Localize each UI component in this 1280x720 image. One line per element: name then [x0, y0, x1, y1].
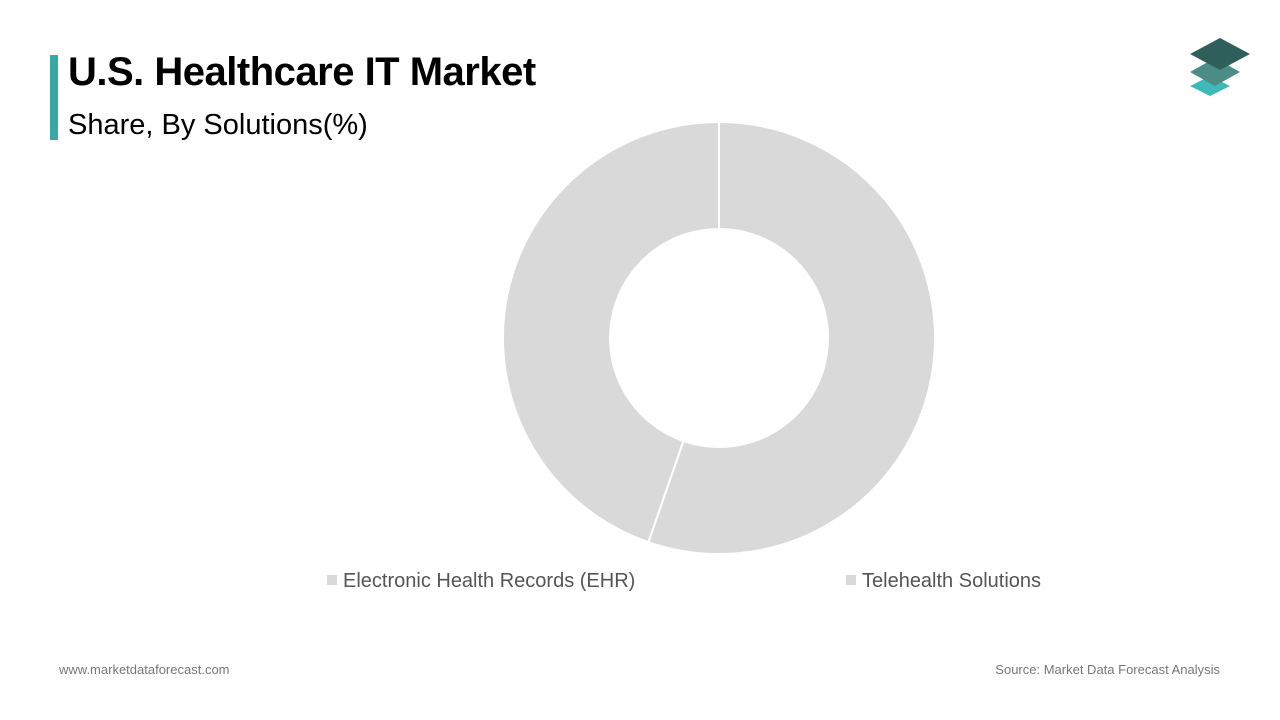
chart-legend: Electronic Health Records (EHR) Teleheal…	[327, 570, 1041, 592]
layered-diamond-logo-icon	[1190, 38, 1250, 96]
page-title: U.S. Healthcare IT Market	[68, 50, 536, 94]
donut-slices	[501, 120, 936, 555]
legend-marker-telehealth	[846, 575, 856, 585]
legend-marker-ehr	[327, 575, 337, 585]
page-subtitle: Share, By Solutions(%)	[68, 109, 368, 141]
footer-website: www.marketdataforecast.com	[59, 662, 230, 677]
legend-label-ehr: Electronic Health Records (EHR)	[343, 570, 635, 592]
donut-slice-ehr	[647, 120, 936, 555]
footer-source: Source: Market Data Forecast Analysis	[995, 662, 1220, 677]
legend-label-telehealth: Telehealth Solutions	[862, 570, 1041, 592]
title-accent-bar	[50, 55, 58, 140]
logo-layer-top	[1190, 38, 1250, 70]
donut-slice-telehealth	[501, 120, 720, 544]
